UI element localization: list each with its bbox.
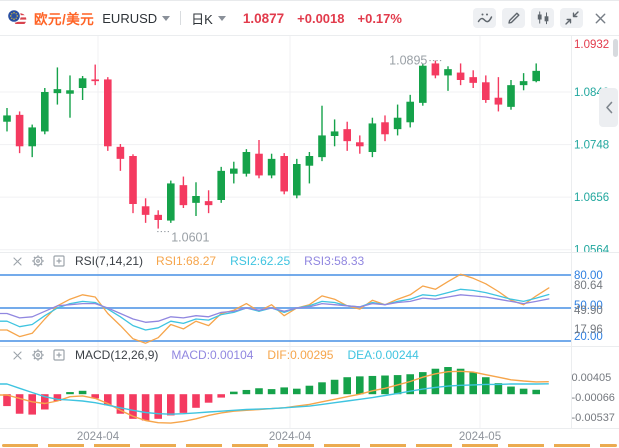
topbar: 欧元/美元 EURUSD 日K 1.0877 +0.0018 +0.17% xyxy=(0,1,619,36)
pane-divider xyxy=(0,252,619,253)
svg-text:1.0748: 1.0748 xyxy=(574,140,609,152)
price-change: +0.0018 xyxy=(297,10,345,26)
rsi-close-icon[interactable] xyxy=(10,254,24,268)
svg-text:50.00: 50.00 xyxy=(574,300,603,312)
svg-text:17.96: 17.96 xyxy=(574,324,603,336)
sidebar-collapse-handle[interactable] xyxy=(599,88,618,127)
macd-legend: MACD:0.00104 DIF:0.00295 DEA:0.00244 xyxy=(171,348,432,362)
macd-title: MACD(12,26,9) xyxy=(75,348,159,362)
svg-text:1.0564: 1.0564 xyxy=(574,245,610,252)
time-axis-label: 2024-05 xyxy=(458,431,502,443)
pane-divider xyxy=(0,346,619,347)
time-axis-label: 2024-04 xyxy=(268,431,312,443)
collapse-chart-icon[interactable] xyxy=(560,8,583,28)
pane-divider xyxy=(0,428,619,429)
vertical-scrollbar-thumb[interactable] xyxy=(613,39,618,57)
svg-text:-0.00537: -0.00537 xyxy=(572,412,615,424)
price-axis-border xyxy=(571,36,572,428)
divider xyxy=(180,11,182,25)
chart-toolbar xyxy=(467,8,612,28)
pair-name: 欧元/美元 xyxy=(34,12,95,27)
chevron-down-icon xyxy=(162,15,171,21)
timeframe-label: 日K xyxy=(191,11,213,27)
svg-text:1.0895: 1.0895 xyxy=(389,54,427,68)
macd-expand-icon[interactable] xyxy=(52,348,66,362)
macd-legend-value: DIF:0.00295 xyxy=(267,348,334,362)
chevron-down-icon xyxy=(217,15,226,21)
pair-code-selector[interactable]: EURUSD xyxy=(102,10,171,26)
rsi-title: RSI(7,14,21) xyxy=(75,254,144,268)
indicator-chart-icon[interactable] xyxy=(473,8,496,28)
macd-close-icon[interactable] xyxy=(10,348,24,362)
macd-legend-value: MACD:0.00104 xyxy=(171,348,254,362)
rsi-header: RSI(7,14,21) RSI1:68.27 RSI2:62.25 RSI3:58… xyxy=(0,253,378,269)
time-axis-label: 2024-04 xyxy=(76,431,120,443)
macd-header: MACD(12,26,9) MACD:0.00104 DIF:0.00295 DEA… xyxy=(0,347,433,363)
svg-text:80.64: 80.64 xyxy=(574,280,603,292)
timeframe-selector[interactable]: 日K xyxy=(191,9,226,28)
svg-text:80.00: 80.00 xyxy=(574,270,603,282)
draw-pencil-icon[interactable] xyxy=(502,8,525,28)
rsi-settings-gear-icon[interactable] xyxy=(31,254,45,268)
macd-canvas[interactable]: 0.00405 -0.00066 -0.00537 xyxy=(0,346,619,428)
svg-text:1.0601: 1.0601 xyxy=(171,231,209,245)
rsi-expand-icon[interactable] xyxy=(52,254,66,268)
rsi-legend-value: RSI3:58.33 xyxy=(304,254,365,268)
macd-legend-value: DEA:0.00244 xyxy=(347,348,419,362)
main-chart-canvas[interactable]: 1.09321.08401.07481.06561.05641.08951.06… xyxy=(0,36,619,252)
price-change-percent: +0.17% xyxy=(357,10,402,26)
close-chart-icon[interactable] xyxy=(589,8,612,28)
macd-settings-gear-icon[interactable] xyxy=(31,348,45,362)
window-top-border xyxy=(0,0,619,1)
svg-text:20.00: 20.00 xyxy=(574,331,603,343)
pair-code: EURUSD xyxy=(102,10,158,26)
rsi-legend-value: RSI1:68.27 xyxy=(156,254,217,268)
last-price: 1.0877 xyxy=(242,10,285,26)
svg-text:1.0932: 1.0932 xyxy=(574,39,609,51)
rsi-legend-value: RSI2:62.25 xyxy=(230,254,291,268)
svg-text:49.90: 49.90 xyxy=(574,305,603,317)
time-axis: 2024-04 2024-04 2024-05 xyxy=(0,428,619,448)
rsi-legend: RSI1:68.27 RSI2:62.25 RSI3:58.33 xyxy=(156,254,378,268)
svg-text:1.0656: 1.0656 xyxy=(574,192,609,204)
svg-text:-0.00066: -0.00066 xyxy=(572,392,615,404)
eur-usd-flag-icon xyxy=(7,9,27,27)
time-scrollbar[interactable] xyxy=(2,444,617,447)
svg-text:0.00405: 0.00405 xyxy=(572,372,612,384)
candlestick-style-icon[interactable] xyxy=(531,8,554,28)
rsi-canvas[interactable]: 80.00 50.00 20.00 80.64 49.90 17.96 xyxy=(0,252,619,346)
